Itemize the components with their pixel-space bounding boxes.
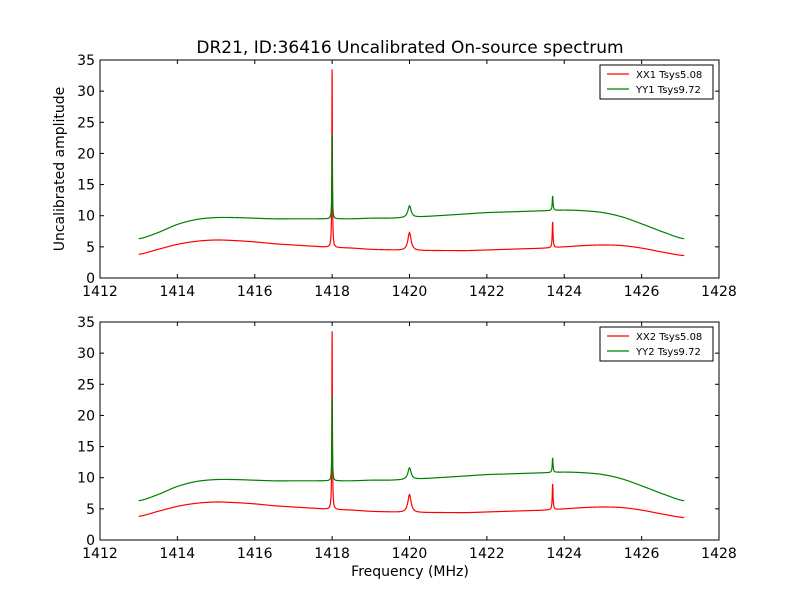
y-tick-label: 0 — [86, 271, 95, 287]
legend: XX2 Tsys5.08 YY2 Tsys9.72 — [599, 326, 714, 362]
y-tick-label: 30 — [77, 346, 95, 362]
x-tick-label: 1420 — [392, 546, 428, 562]
y-tick-label: 25 — [77, 115, 95, 131]
series-line-yy1 — [138, 133, 685, 240]
legend-label: XX2 Tsys5.08 — [636, 332, 702, 343]
x-tick-label: 1414 — [160, 546, 196, 562]
legend-label: YY1 Tsys9.72 — [635, 85, 701, 96]
series-line-xx2 — [138, 331, 685, 519]
legend-label: XX1 Tsys5.08 — [636, 70, 702, 81]
x-tick-label: 1416 — [237, 546, 273, 562]
x-tick-label: 1412 — [82, 546, 118, 562]
x-tick-label: 1428 — [701, 284, 737, 300]
x-tick-label: 1428 — [701, 546, 737, 562]
y-tick-label: 5 — [86, 502, 95, 518]
series-line-xx1 — [138, 69, 685, 257]
x-tick-label: 1414 — [160, 284, 196, 300]
legend: XX1 Tsys5.08 YY1 Tsys9.72 — [599, 64, 714, 100]
x-tick-label: 1416 — [237, 284, 273, 300]
x-axis-label: Frequency (MHz) — [351, 564, 469, 580]
legend-box — [599, 64, 714, 100]
x-tick-label: 1420 — [392, 284, 428, 300]
series-lines — [138, 331, 685, 519]
series-lines — [138, 69, 685, 257]
y-tick-label: 15 — [77, 440, 95, 456]
figure-title: DR21, ID:36416 Uncalibrated On-source sp… — [196, 38, 623, 58]
y-tick-label: 10 — [77, 209, 95, 225]
y-tick-label: 20 — [77, 146, 95, 162]
legend-label: YY2 Tsys9.72 — [635, 347, 701, 358]
y-axis-label: Uncalibrated amplitude — [52, 87, 68, 252]
series-line-yy2 — [138, 395, 685, 502]
x-tick-label: 1418 — [314, 546, 350, 562]
x-tick-label: 1422 — [469, 284, 505, 300]
y-tick-label: 10 — [77, 471, 95, 487]
y-tick-label: 20 — [77, 408, 95, 424]
x-tick-label: 1422 — [469, 546, 505, 562]
y-tick-label: 5 — [86, 240, 95, 256]
x-tick-label: 1424 — [546, 284, 582, 300]
y-tick-label: 35 — [77, 315, 95, 331]
x-tick-label: 1426 — [624, 284, 660, 300]
x-tick-label: 1412 — [82, 284, 118, 300]
y-tick-label: 30 — [77, 84, 95, 100]
y-tick-label: 15 — [77, 178, 95, 194]
y-tick-label: 0 — [86, 533, 95, 549]
y-tick-label: 25 — [77, 377, 95, 393]
x-tick-label: 1424 — [546, 546, 582, 562]
top-spectrum-panel: 1412 1414 1416 1418 1420 1422 1424 1426 1428 0 5 10… — [77, 53, 737, 300]
legend-box — [599, 326, 714, 362]
x-tick-label: 1426 — [624, 546, 660, 562]
bottom-spectrum-panel: 1412 1414 1416 1418 1420 1422 1424 1426 1428 0 5 10… — [77, 315, 737, 562]
x-tick-label: 1418 — [314, 284, 350, 300]
y-tick-label: 35 — [77, 53, 95, 69]
